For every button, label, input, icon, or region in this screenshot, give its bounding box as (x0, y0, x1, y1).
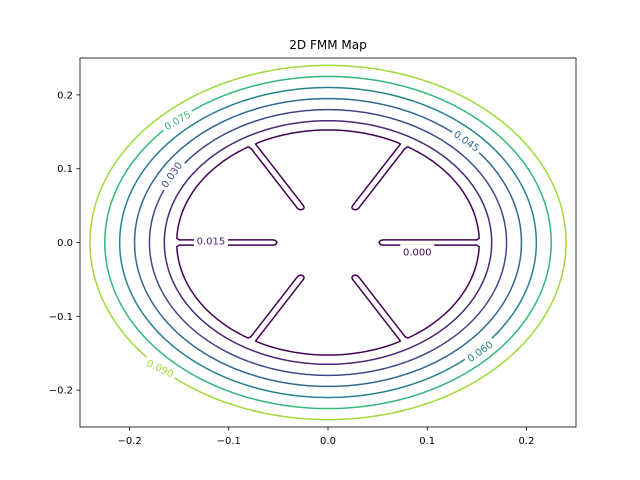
contour-label-backdrop (158, 105, 195, 134)
y-tick-label: 0.1 (57, 164, 73, 175)
contour-label-backdrop (461, 335, 498, 366)
contour-label-4: 0.060 (461, 335, 498, 366)
contour-line-0 (176, 129, 480, 356)
contour-label-3: 0.045 (449, 125, 485, 156)
contour-label-backdrop (155, 156, 186, 192)
contour-label-backdrop (400, 244, 435, 258)
x-tick-label: 0.1 (419, 436, 435, 447)
contour-label-backdrop (449, 125, 485, 156)
y-tick-label: −0.1 (49, 312, 73, 323)
contour-line-1 (163, 119, 493, 366)
x-tick-label: 0.2 (518, 436, 534, 447)
contour-label-backdrop (142, 354, 179, 381)
contour-label-1: 0.015 (193, 233, 228, 247)
y-tick-label: 0.2 (57, 90, 73, 101)
y-tick-label: 0.0 (57, 238, 73, 249)
contour-line-4 (118, 86, 538, 399)
x-tick-label: −0.2 (117, 436, 141, 447)
y-tick-label: −0.2 (49, 386, 73, 397)
axis-ticks: −0.2 −0.1 0.0 0.1 0.2 −0.2 −0.1 0.0 0.1 0.2 (49, 90, 535, 447)
contour-label-backdrop (193, 233, 228, 247)
contour-label-5: 0.075 (158, 105, 195, 134)
x-tick-label: −0.1 (217, 436, 241, 447)
contour-label-text: 0.015 (197, 236, 226, 247)
contour-label-0: 0.000 (400, 244, 435, 258)
contour-label-6: 0.090 (142, 354, 179, 381)
chart-title: 2D FMM Map (289, 38, 366, 52)
contour-label-text: 0.000 (403, 247, 432, 258)
contour-line-3 (133, 97, 523, 388)
x-tick-label: 0.0 (320, 436, 336, 447)
